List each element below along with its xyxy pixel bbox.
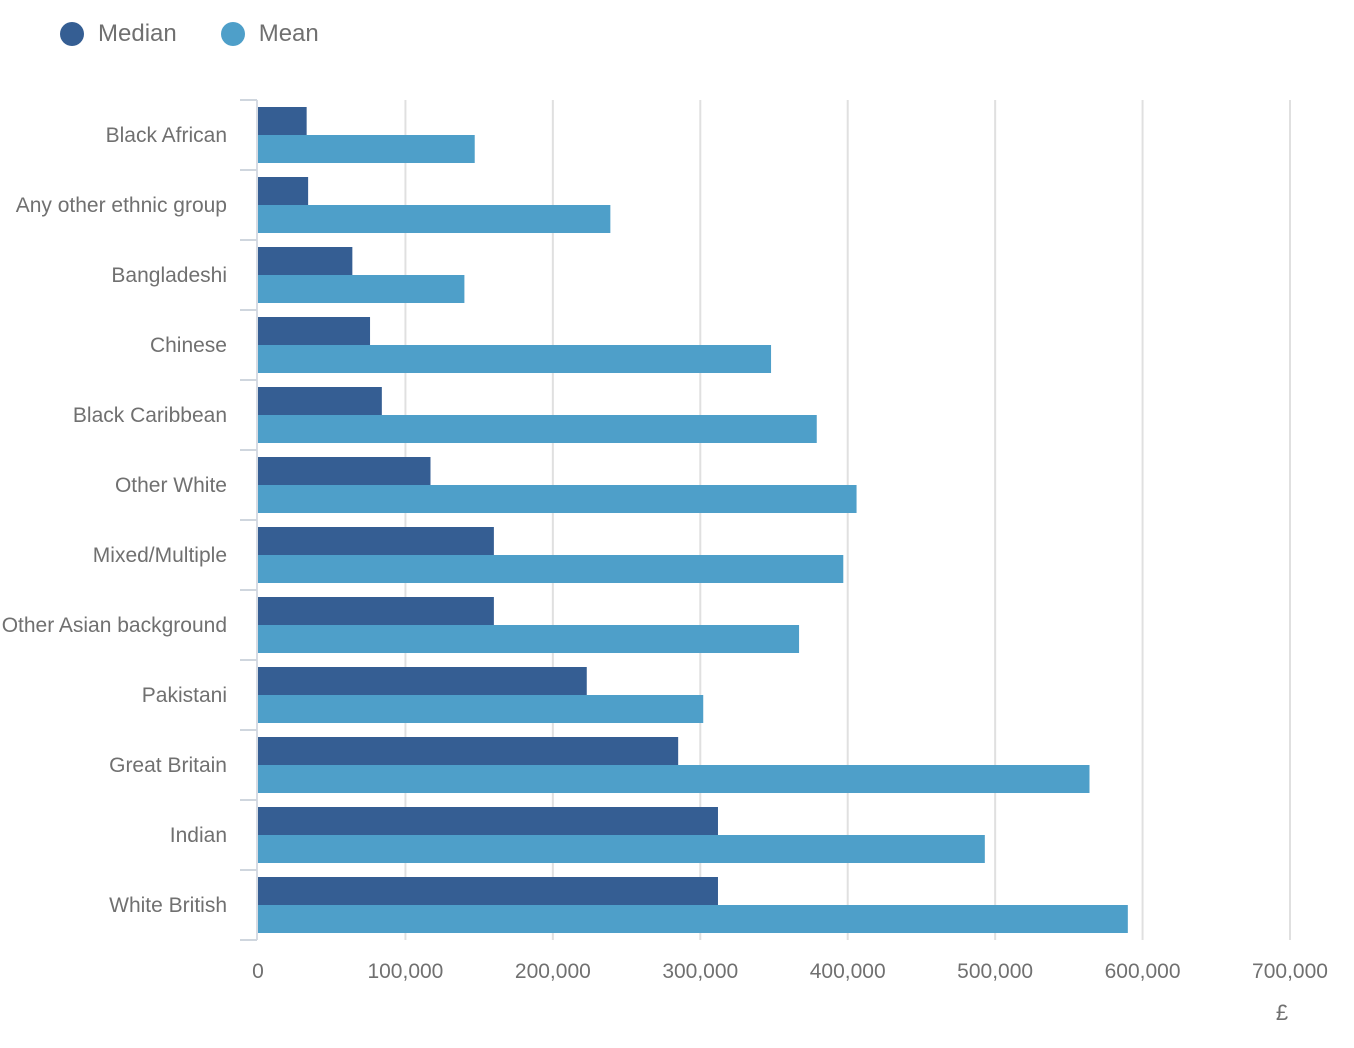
- bar-mean: [258, 485, 857, 513]
- x-tick-label: 600,000: [1105, 960, 1181, 983]
- legend-swatch-mean: [220, 22, 245, 46]
- bar-median: [258, 457, 431, 485]
- category-label: Other White: [115, 474, 227, 497]
- bar-mean: [258, 135, 475, 163]
- bar-mean: [258, 625, 800, 653]
- bar-median: [258, 597, 494, 625]
- legend-item-median[interactable]: Median: [60, 20, 177, 48]
- bar-median: [258, 667, 587, 695]
- bar-median: [258, 177, 309, 205]
- x-tick-label: 400,000: [810, 960, 886, 983]
- category-label: Chinese: [150, 334, 227, 357]
- bar-mean: [258, 345, 772, 373]
- bar-mean: [258, 205, 611, 233]
- category-label: Pakistani: [142, 684, 227, 707]
- bar-median: [258, 247, 353, 275]
- x-tick-label: 700,000: [1252, 960, 1328, 983]
- legend-label-median: Median: [98, 20, 177, 47]
- category-label: Mixed/Multiple: [93, 544, 227, 567]
- legend-label-mean: Mean: [258, 20, 319, 47]
- bar-median: [258, 317, 371, 345]
- bar-mean: [258, 695, 704, 723]
- bar-mean: [258, 275, 465, 303]
- category-label: Black African: [106, 124, 227, 147]
- legend-swatch-median: [60, 22, 84, 46]
- category-label: Black Caribbean: [73, 404, 227, 427]
- bar-median: [258, 877, 718, 905]
- category-label: Bangladeshi: [111, 264, 227, 287]
- chart-legend: Median Mean: [60, 14, 319, 54]
- category-label: White British: [109, 894, 227, 917]
- x-tick-label: 200,000: [515, 960, 591, 983]
- category-label: Other Asian background: [2, 614, 227, 637]
- bar-mean: [258, 555, 844, 583]
- category-label: Great Britain: [109, 754, 227, 777]
- x-tick-label: 100,000: [367, 960, 443, 983]
- category-label: Any other ethnic group: [16, 194, 227, 217]
- x-tick-label: 0: [252, 960, 264, 983]
- x-axis-unit-label: £: [1276, 1000, 1288, 1025]
- bar-mean: [258, 765, 1090, 793]
- category-label: Indian: [170, 824, 227, 847]
- bar-median: [258, 387, 382, 415]
- bar-mean: [258, 415, 817, 443]
- bar-mean: [258, 905, 1128, 933]
- x-tick-label: 300,000: [662, 960, 738, 983]
- legend-item-mean[interactable]: Mean: [220, 20, 319, 48]
- bar-median: [258, 527, 494, 555]
- bar-median: [258, 737, 679, 765]
- bar-mean: [258, 835, 985, 863]
- bar-median: [258, 107, 307, 135]
- bar-median: [258, 807, 718, 835]
- x-tick-label: 500,000: [957, 960, 1033, 983]
